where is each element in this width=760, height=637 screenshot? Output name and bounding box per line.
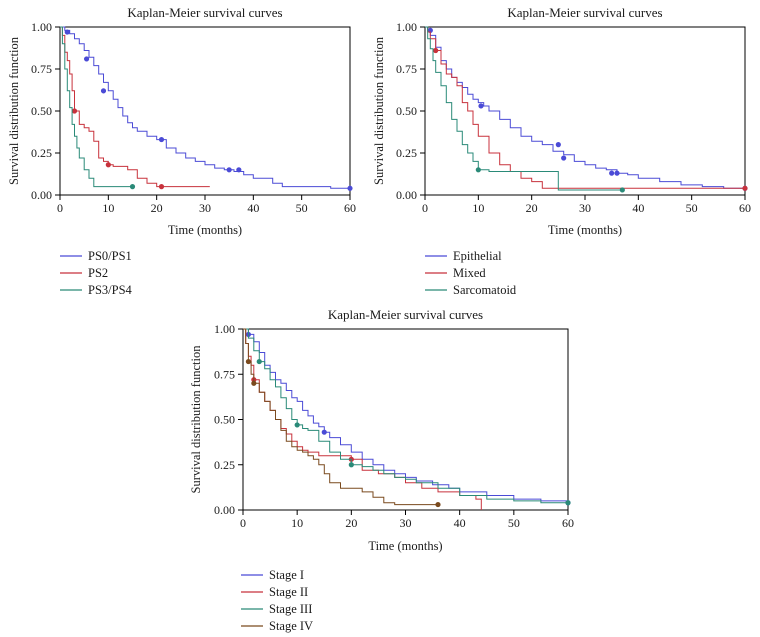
censor-marker (294, 422, 300, 428)
censor-marker (251, 380, 257, 386)
y-tick-label: 0.50 (396, 104, 417, 118)
censor-marker (236, 167, 242, 173)
km-chart-histology: Kaplan-Meier survival curves 0 10 20 30 40 50 6… (372, 5, 751, 297)
censor-marker (83, 56, 90, 62)
x-tick-label: 10 (291, 516, 303, 530)
series-line-0 (425, 26, 745, 189)
x-axis-title: Time (months) (548, 223, 622, 237)
y-axis-title: Survival distribution function (189, 345, 203, 494)
y-tick-label: 0.00 (396, 188, 417, 202)
series-line-2 (425, 26, 623, 191)
km-chart-performance-status: Kaplan-Meier survival curves 0 10 20 30 40 50 6… (7, 5, 356, 297)
censor-marker (245, 358, 252, 365)
x-tick-label: 30 (199, 201, 211, 215)
y-axis-title: Survival distribution function (372, 36, 386, 185)
legend-label: PS2 (88, 266, 108, 280)
legend-label: Stage I (269, 568, 304, 582)
censor-marker (105, 162, 111, 168)
y-tick-label: 0.25 (396, 146, 417, 160)
censor-marker (321, 429, 327, 435)
x-tick-label: 60 (344, 201, 356, 215)
censor-marker (433, 47, 439, 54)
censor-marker (226, 167, 232, 173)
y-tick-label: 0.25 (214, 458, 235, 472)
x-tick-label: 20 (345, 516, 357, 530)
series-line-1 (60, 26, 210, 188)
x-tick-label: 50 (508, 516, 520, 530)
series-line-2 (243, 328, 568, 504)
censor-marker (100, 88, 107, 94)
y-tick-label: 0.00 (214, 503, 235, 517)
censor-marker (129, 184, 136, 190)
y-axis-title: Survival distribution function (7, 36, 21, 185)
legend-label: PS0/PS1 (88, 249, 132, 263)
series-line-3 (243, 328, 438, 506)
y-tick-label: 1.00 (214, 322, 235, 336)
x-tick-label: 10 (472, 201, 484, 215)
y-tick-label: 0.25 (31, 146, 52, 160)
x-tick-label: 40 (247, 201, 259, 215)
censor-marker (565, 500, 571, 506)
legend-label: Stage II (269, 585, 308, 599)
x-tick-label: 20 (151, 201, 163, 215)
x-tick-label: 60 (562, 516, 574, 530)
censor-marker (348, 462, 354, 468)
x-axis-title: Time (months) (368, 539, 442, 553)
censor-marker (158, 136, 165, 143)
y-tick-label: 0.75 (214, 367, 235, 381)
censor-marker (158, 184, 165, 190)
y-tick-label: 1.00 (396, 20, 417, 34)
km-chart-stage: Kaplan-Meier survival curves 0 10 20 30 40 50 6… (189, 307, 574, 633)
x-tick-label: 40 (632, 201, 644, 215)
x-tick-label: 0 (240, 516, 246, 530)
legend-label: Epithelial (453, 249, 502, 263)
x-tick-label: 40 (454, 516, 466, 530)
plot-area-frame (59, 26, 351, 196)
legend-label: Stage IV (269, 619, 313, 633)
censor-marker (71, 108, 78, 114)
y-tick-label: 0.75 (396, 62, 417, 76)
censor-marker (478, 103, 484, 109)
y-tick-label: 1.00 (31, 20, 52, 34)
series-line-0 (60, 26, 350, 189)
x-axis-title: Time (months) (168, 223, 242, 237)
y-tick-label: 0.50 (214, 413, 235, 427)
chart-stage: Kaplan-Meier survival curves 0 10 20 30 40 50 6… (185, 305, 585, 637)
x-tick-label: 50 (686, 201, 698, 215)
chart-title: Kaplan-Meier survival curves (328, 307, 483, 322)
chart-ps: Kaplan-Meier survival curves 0 10 20 30 40 50 6… (0, 0, 380, 305)
x-tick-label: 0 (57, 201, 63, 215)
chart-title: Kaplan-Meier survival curves (507, 5, 662, 20)
legend-label: PS3/PS4 (88, 283, 133, 297)
series-line-0 (243, 328, 569, 503)
censor-marker (555, 142, 561, 148)
censor-marker (619, 187, 625, 193)
censor-marker (475, 167, 481, 173)
censor-marker (64, 29, 70, 35)
x-tick-label: 60 (739, 201, 751, 215)
legend-label: Sarcomatoid (453, 283, 517, 297)
x-tick-label: 0 (422, 201, 428, 215)
censor-marker (435, 501, 441, 508)
x-tick-label: 50 (296, 201, 308, 215)
series-line-2 (60, 26, 133, 188)
chart-title: Kaplan-Meier survival curves (127, 5, 282, 20)
y-tick-label: 0.00 (31, 188, 52, 202)
censor-marker (561, 155, 567, 161)
x-tick-label: 10 (102, 201, 114, 215)
chart-histology: Kaplan-Meier survival curves 0 10 20 30 40 50 6… (370, 0, 760, 305)
censor-marker (742, 185, 748, 191)
x-tick-label: 30 (400, 516, 412, 530)
y-tick-label: 0.50 (31, 104, 52, 118)
legend-label: Mixed (453, 266, 486, 280)
censor-marker (256, 358, 262, 365)
y-tick-label: 0.75 (31, 62, 52, 76)
censor-marker (347, 185, 353, 191)
x-tick-label: 30 (579, 201, 591, 215)
censor-marker (609, 170, 615, 176)
censor-marker (614, 170, 620, 176)
x-tick-label: 20 (526, 201, 538, 215)
legend-label: Stage III (269, 602, 312, 616)
